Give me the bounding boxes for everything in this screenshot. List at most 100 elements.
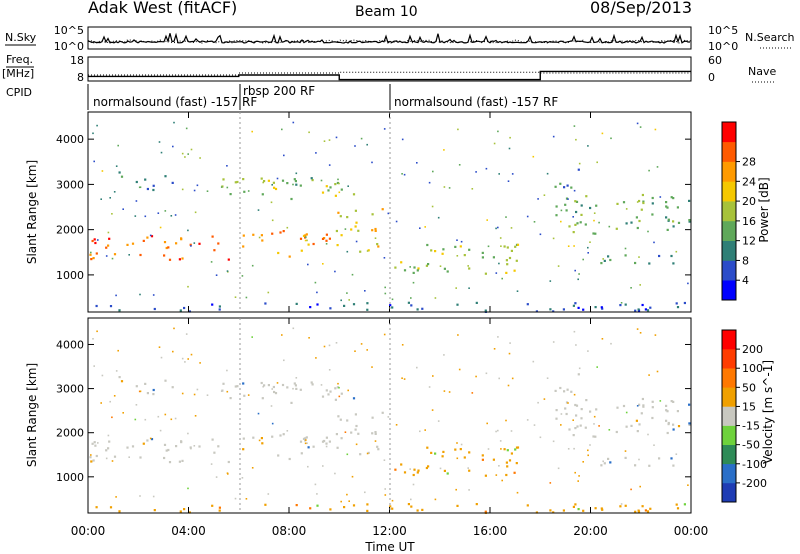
velocity-cell [90,460,93,463]
velocity-cell [594,507,597,510]
power-scatter [653,241,655,244]
colorbar-swatch [722,161,736,182]
colorbar-tick-label: 16 [742,215,756,228]
velocity-cell [648,464,651,467]
power-cell [505,271,508,274]
power-cell [454,245,457,248]
velocity-scatter [226,472,229,474]
nave-right-tick-bottom: 0 [708,71,715,84]
velocity-cell [354,413,357,416]
power-cell [407,301,410,304]
velocity-cell [350,431,353,434]
power-cell [665,201,668,204]
velocity-cell [688,403,691,406]
x-tick-label: 08:00 [272,524,307,538]
velocity-cell [441,455,444,458]
power-scatter [511,173,514,175]
colorbar-frame [721,329,737,503]
power-scatter [347,185,349,187]
colorbar-swatch [722,122,736,143]
velocity-cell [371,416,374,419]
velocity-scatter [115,370,118,372]
velocity-scatter [308,337,310,339]
velocity-cell [515,462,518,465]
velocity-cell [261,442,264,445]
power-scatter [320,179,323,182]
velocity-scatter [498,377,500,380]
power-scatter [391,298,394,301]
velocity-cell [672,464,675,467]
velocity-scatter [152,495,155,498]
colorbar-tick-label: 4 [742,274,749,287]
power-cell [299,184,302,187]
power-scatter [549,280,552,282]
velocity-scatter [486,422,488,425]
power-cell [337,211,340,214]
power-cell [218,308,221,311]
power-scatter [328,139,331,141]
power-scatter [457,128,459,131]
power-scatter [270,201,273,204]
power-scatter [190,245,192,247]
velocity-scatter [487,448,490,450]
velocity-scatter [455,488,457,491]
power-scatter [687,282,689,285]
power-cell [271,232,274,235]
power-scatter [608,225,611,228]
power-cell [168,258,172,261]
power-cell [300,249,303,252]
velocity-scatter [507,384,510,387]
power-scatter [507,180,510,182]
power-cell [568,225,571,228]
colorbar-swatch [722,181,736,202]
velocity-cell [594,435,597,438]
power-cell [242,178,245,181]
power-scatter [656,166,659,168]
power-cell [113,253,117,256]
velocity-scatter [187,358,189,360]
power-cell [252,233,255,236]
power-scatter [292,183,294,186]
velocity-cell [580,408,583,411]
velocity-scatter [366,452,369,455]
power-cell [416,308,419,311]
y-tick-label: 2000 [56,224,84,237]
velocity-cell [163,443,167,446]
velocity-cell [91,442,94,445]
velocity-scatter [328,369,331,371]
velocity-scatter [193,393,196,396]
power-cell [178,258,181,261]
power-cell [622,201,626,204]
velocity-scatter [582,461,584,463]
velocity-scatter [383,333,386,336]
power-scatter [654,128,657,131]
power-cell [410,304,413,307]
velocity-scatter [412,483,415,486]
power-scatter [533,221,536,223]
power-cell [198,242,201,245]
power-cell [334,183,337,186]
noise-right-tick-top: 10^5 [708,24,738,37]
velocity-cell [584,426,587,429]
power-cell [366,302,369,305]
velocity-scatter [194,415,197,417]
velocity-cell [625,425,628,428]
velocity-cell [334,398,337,401]
velocity-cell [552,511,555,514]
colorbar-tick-label: 28 [742,156,756,169]
power-cell [676,206,679,209]
velocity-scatter [511,377,514,380]
power-cell [412,271,415,274]
velocity-scatter [574,471,576,474]
power-cell [371,213,374,216]
velocity-scatter [495,474,498,476]
x-tick-label: 00:00 [71,524,106,538]
power-cell [294,180,297,183]
velocity-colorbar-label: Velocity [m s^-1] [761,360,775,464]
colorbar-swatch [722,280,736,301]
velocity-cell [514,448,517,451]
velocity-cell [400,463,403,466]
velocity-cell [167,448,170,452]
power-cell [261,193,264,196]
colorbar-swatch [722,406,736,426]
